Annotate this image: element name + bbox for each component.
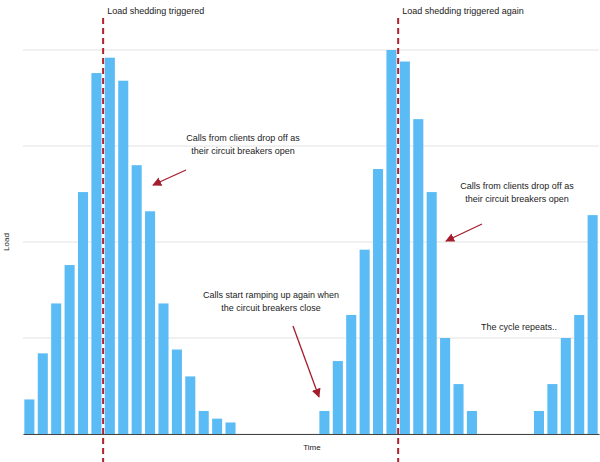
bar (145, 211, 155, 434)
bar (293, 434, 303, 435)
annotation: Calls from clients drop off as their circ… (460, 181, 574, 204)
annotation-line: their circuit breakers open (191, 146, 295, 156)
y-axis (23, 51, 25, 435)
bar (386, 50, 396, 434)
bar (521, 434, 531, 435)
bar (199, 411, 209, 434)
annotation-line: the circuit breakers close (221, 303, 321, 313)
bar (172, 350, 182, 434)
annotation-arrow (446, 224, 482, 241)
bar (105, 58, 115, 434)
bar (24, 399, 34, 434)
event-line (102, 18, 104, 462)
bar (480, 434, 490, 435)
bar (158, 303, 168, 434)
annotation-line: Calls from clients drop off as (460, 181, 574, 191)
event-label: Load shedding triggered (107, 6, 204, 16)
bar (574, 315, 584, 434)
bar (507, 434, 517, 435)
event-line (397, 18, 399, 462)
bar (306, 434, 316, 435)
annotations: Calls from clients drop off as their circ… (153, 133, 574, 397)
grid-line (23, 50, 599, 51)
bar (252, 434, 262, 435)
bar (588, 215, 598, 434)
annotation: Calls from clients drop off as their circ… (186, 133, 300, 156)
x-axis (24, 434, 600, 436)
bar (440, 338, 450, 434)
bar (427, 192, 437, 434)
bar (185, 376, 195, 434)
bar (239, 434, 249, 435)
bar (333, 361, 343, 434)
bars (24, 50, 597, 434)
x-axis-line (24, 434, 600, 435)
bar (51, 303, 61, 434)
bar (118, 81, 128, 434)
bar (561, 338, 571, 434)
grid (23, 50, 599, 434)
bar (360, 250, 370, 434)
x-axis-title: Time (303, 443, 321, 452)
annotation-line: their circuit breakers open (465, 194, 569, 204)
annotation-line: The cycle repeats.. (481, 322, 557, 332)
bar (38, 353, 48, 434)
y-axis-title: Load (2, 233, 11, 251)
event-label: Load shedding triggered again (402, 6, 524, 16)
bar (266, 434, 276, 435)
bar (132, 165, 142, 434)
chart: TimeLoadLoad shedding triggeredLoad shed… (0, 0, 600, 462)
bar (453, 384, 463, 434)
bar (467, 411, 477, 434)
bar (65, 265, 75, 434)
bar (319, 411, 329, 434)
y-axis-line (23, 51, 24, 435)
annotation-line: Calls from clients drop off as (186, 133, 300, 143)
bar (346, 315, 356, 434)
annotation-line: Calls start ramping up again when (203, 290, 339, 300)
annotation-arrow (293, 326, 319, 397)
bar (279, 434, 289, 435)
bar (91, 73, 101, 434)
bar (494, 434, 504, 435)
bar (400, 62, 410, 434)
bar (212, 419, 222, 434)
bar (78, 192, 88, 434)
event-lines: Load shedding triggered Load shedding tri… (103, 6, 524, 462)
bar (534, 411, 544, 434)
bar (373, 169, 383, 434)
annotation: Calls start ramping up again when the cir… (203, 290, 339, 313)
annotation-arrow (153, 170, 186, 185)
bar (226, 422, 236, 434)
bar (547, 384, 557, 434)
bar (413, 119, 423, 434)
annotation: The cycle repeats.. (481, 322, 557, 332)
